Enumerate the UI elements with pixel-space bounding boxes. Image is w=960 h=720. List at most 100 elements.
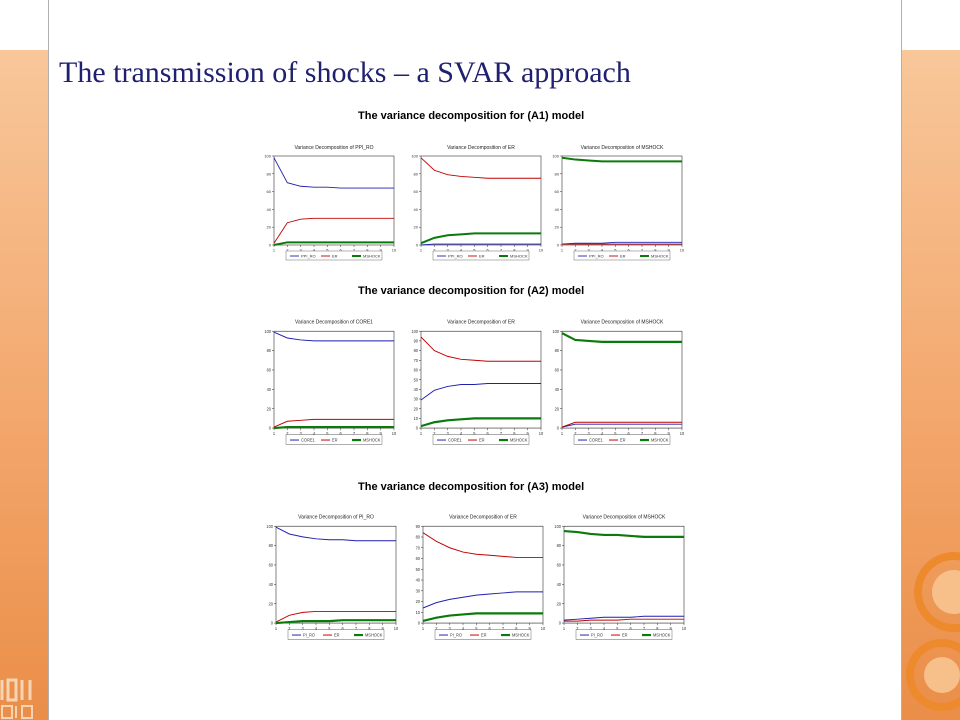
x-tick-label: 4 bbox=[460, 248, 463, 253]
series-line-er bbox=[564, 618, 684, 622]
y-tick-label: 30 bbox=[416, 588, 421, 593]
y-tick-label: 40 bbox=[267, 207, 272, 212]
y-tick-label: 30 bbox=[414, 396, 419, 401]
x-tick-label: 4 bbox=[603, 626, 606, 631]
y-tick-label: 40 bbox=[557, 582, 562, 587]
legend-label: CORE1 bbox=[448, 437, 462, 442]
x-tick-label: 3 bbox=[588, 248, 591, 253]
legend-label: PPI_RO bbox=[301, 254, 316, 259]
legend-label: ER bbox=[622, 632, 628, 637]
x-tick-label: 1 bbox=[273, 431, 276, 436]
decorative-binary-left bbox=[0, 678, 33, 719]
x-tick-label: 3 bbox=[590, 626, 593, 631]
x-tick-label: 2 bbox=[433, 248, 436, 253]
legend-label: PI_RO bbox=[591, 632, 604, 637]
y-tick-label: 100 bbox=[264, 329, 271, 334]
y-tick-label: 20 bbox=[267, 406, 272, 411]
x-tick-label: 4 bbox=[313, 431, 316, 436]
x-tick-label: 10 bbox=[539, 248, 544, 253]
y-tick-label: 40 bbox=[414, 207, 419, 212]
y-tick-label: 40 bbox=[414, 387, 419, 392]
y-tick-label: 20 bbox=[416, 599, 421, 604]
plot-frame bbox=[422, 525, 544, 624]
y-tick-label: 80 bbox=[414, 171, 419, 176]
y-tick-label: 60 bbox=[267, 189, 272, 194]
plot-frame bbox=[563, 525, 685, 624]
x-tick-label: 1 bbox=[563, 626, 566, 631]
legend-label: MSHOCK bbox=[363, 254, 381, 259]
section-title-a1: The variance decomposition for (A1) mode… bbox=[358, 110, 585, 122]
chart-title: Variance Decomposition of MSHOCK bbox=[581, 319, 664, 325]
x-tick-label: 7 bbox=[500, 248, 503, 253]
x-tick-label: 9 bbox=[382, 626, 385, 631]
legend-label: ER bbox=[620, 437, 626, 442]
y-tick-label: 40 bbox=[416, 577, 421, 582]
variance-decomposition-chart-4: Variance Decomposition of CORE1 0 20 40 60 80… bbox=[264, 319, 397, 445]
x-tick-label: 5 bbox=[326, 431, 329, 436]
x-tick-label: 4 bbox=[601, 431, 604, 436]
x-tick-label: 5 bbox=[326, 248, 329, 253]
x-tick-label: 1 bbox=[273, 248, 276, 253]
series-line-mshock bbox=[420, 232, 541, 245]
y-tick-label: 0 bbox=[416, 426, 419, 431]
series-line-pi-ro bbox=[422, 591, 543, 609]
variance-decomposition-chart-8: Variance Decomposition of ER 0 10 20 30 40 50 6… bbox=[416, 514, 546, 640]
chart-title: Variance Decomposition of MSHOCK bbox=[583, 514, 666, 520]
x-tick-label: 1 bbox=[561, 248, 564, 253]
x-tick-label: 6 bbox=[340, 248, 343, 253]
x-tick-label: 2 bbox=[574, 431, 577, 436]
x-tick-label: 7 bbox=[641, 431, 644, 436]
legend-label: MSHOCK bbox=[510, 254, 528, 259]
x-tick-label: 2 bbox=[433, 431, 436, 436]
series-line-er bbox=[420, 157, 541, 179]
series-line-er bbox=[420, 336, 541, 362]
series-line-core1 bbox=[420, 383, 541, 401]
background-top-left bbox=[0, 0, 48, 50]
x-tick-label: 9 bbox=[527, 431, 530, 436]
x-tick-label: 4 bbox=[460, 431, 463, 436]
x-tick-label: 5 bbox=[328, 626, 331, 631]
y-tick-label: 40 bbox=[555, 207, 560, 212]
series-line-er bbox=[273, 418, 394, 428]
series-line-mshock bbox=[563, 529, 684, 538]
legend-label: ER bbox=[620, 254, 626, 259]
x-tick-label: 4 bbox=[601, 248, 604, 253]
y-tick-label: 0 bbox=[557, 243, 560, 248]
legend-label: PPI_RO bbox=[448, 254, 463, 259]
x-tick-label: 6 bbox=[342, 626, 345, 631]
x-tick-label: 7 bbox=[355, 626, 358, 631]
y-tick-label: 60 bbox=[557, 562, 562, 567]
legend-label: MSHOCK bbox=[363, 437, 381, 442]
x-tick-label: 2 bbox=[288, 626, 291, 631]
y-tick-label: 20 bbox=[555, 406, 560, 411]
y-tick-label: 80 bbox=[416, 534, 421, 539]
series-line-pi-ro bbox=[563, 615, 684, 621]
series-line-mshock bbox=[422, 612, 543, 622]
x-tick-label: 2 bbox=[574, 248, 577, 253]
x-tick-label: 5 bbox=[614, 248, 617, 253]
decorative-rings-right bbox=[906, 552, 960, 711]
series-line-ppi-ro bbox=[420, 243, 541, 246]
series-line-er bbox=[561, 421, 682, 428]
y-tick-label: 40 bbox=[555, 387, 560, 392]
chart-title: Variance Decomposition of CORE1 bbox=[295, 319, 373, 325]
x-tick-label: 6 bbox=[628, 431, 631, 436]
x-tick-label: 10 bbox=[541, 626, 546, 631]
x-tick-label: 2 bbox=[435, 626, 438, 631]
y-tick-label: 10 bbox=[416, 610, 421, 615]
y-tick-label: 0 bbox=[418, 621, 421, 626]
chart-title: Variance Decomposition of PI_RO bbox=[298, 514, 374, 520]
y-tick-label: 20 bbox=[267, 225, 272, 230]
series-line-mshock bbox=[273, 241, 394, 246]
series-line-ppi-ro bbox=[273, 157, 394, 189]
legend-label: MSHOCK bbox=[651, 254, 669, 259]
series-line-mshock bbox=[275, 619, 396, 625]
x-tick-label: 2 bbox=[576, 626, 579, 631]
variance-decomposition-chart-6: Variance Decomposition of MSHOCK 0 20 40 60 8… bbox=[552, 319, 685, 445]
x-tick-label: 9 bbox=[527, 248, 530, 253]
legend-label: PI_RO bbox=[303, 632, 316, 637]
series-line-mshock bbox=[420, 417, 541, 428]
variance-decomposition-chart-2: Variance Decomposition of ER 0 20 40 60 80 100… bbox=[411, 145, 544, 261]
x-tick-label: 8 bbox=[654, 248, 657, 253]
x-tick-label: 6 bbox=[487, 431, 490, 436]
